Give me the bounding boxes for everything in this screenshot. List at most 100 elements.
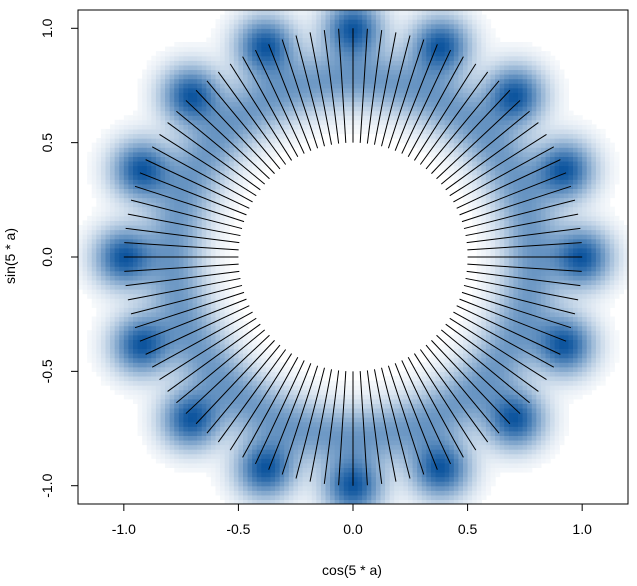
density-cell <box>133 284 139 290</box>
density-cell <box>238 92 244 98</box>
density-cell <box>123 261 130 267</box>
density-cell <box>380 119 386 125</box>
density-cell <box>151 417 157 423</box>
density-cell <box>243 348 249 354</box>
density-cell <box>256 110 262 116</box>
density-cell <box>128 339 134 345</box>
density-cell <box>233 119 240 125</box>
density-cell <box>201 83 207 89</box>
density-cell <box>339 51 345 57</box>
density-cell <box>201 202 207 208</box>
density-cell <box>394 78 400 84</box>
density-cell <box>380 10 386 16</box>
density-cell <box>119 375 125 382</box>
density-cell <box>174 106 180 112</box>
density-cell <box>233 467 240 473</box>
density-cell <box>146 87 152 93</box>
density-cell <box>224 119 230 125</box>
density-cell <box>224 398 230 404</box>
density-cell <box>256 407 262 414</box>
density-cell <box>389 10 395 16</box>
density-cell <box>252 28 258 34</box>
density-cell <box>408 96 414 103</box>
density-cell <box>133 119 139 125</box>
density-cell <box>284 453 290 459</box>
density-cell <box>206 83 212 89</box>
density-cell <box>169 357 175 363</box>
density-cell <box>210 298 217 304</box>
density-cell <box>183 128 189 135</box>
density-cell <box>206 357 212 363</box>
density-cell <box>311 83 317 89</box>
density-cell <box>247 490 253 496</box>
density-cell <box>243 87 249 93</box>
density-cell <box>220 353 226 359</box>
density-cell <box>215 348 221 354</box>
density-cell <box>252 138 258 144</box>
density-cell <box>123 192 130 199</box>
density-cell <box>169 394 175 400</box>
density-cell <box>183 92 189 98</box>
density-cell <box>375 481 382 487</box>
density-cell <box>229 485 235 491</box>
density-cell <box>128 142 134 148</box>
density-cell <box>408 83 414 89</box>
density-cell <box>183 160 189 167</box>
density-cell <box>215 229 221 235</box>
density-cell <box>137 78 143 84</box>
density-cell <box>165 284 171 290</box>
density-cell <box>353 449 359 455</box>
density-cell <box>357 37 363 43</box>
density-cell <box>206 87 212 93</box>
density-cell <box>307 449 313 455</box>
density-cell <box>247 494 253 501</box>
density-cell <box>155 261 162 267</box>
density-cell <box>279 106 285 112</box>
density-cell <box>389 96 395 103</box>
density-cell <box>348 92 354 98</box>
density-cell <box>229 55 235 61</box>
density-cell <box>133 160 139 167</box>
density-cell <box>206 339 212 345</box>
density-cell <box>307 74 313 80</box>
density-cell <box>146 220 152 226</box>
density-cell <box>160 353 166 359</box>
density-cell <box>353 28 359 34</box>
density-cell <box>224 10 230 16</box>
density-cell <box>362 37 368 43</box>
density-cell <box>137 394 143 400</box>
density-cell <box>353 467 359 473</box>
density-cell <box>165 78 171 84</box>
density-cell <box>408 471 414 478</box>
density-cell <box>371 398 377 404</box>
density-cell <box>371 83 377 89</box>
density-cell <box>265 430 272 436</box>
density-cell <box>229 28 235 34</box>
density-cell <box>380 499 386 504</box>
density-cell <box>206 46 212 52</box>
density-cell <box>233 444 240 450</box>
density-cell <box>123 151 130 157</box>
density-cell <box>408 380 414 386</box>
density-cell <box>160 156 166 162</box>
density-cell <box>357 485 363 491</box>
density-cell <box>137 234 143 240</box>
density-cell <box>183 42 189 48</box>
density-cell <box>210 439 217 446</box>
density-cell <box>229 19 235 25</box>
density-cell <box>210 55 217 61</box>
density-cell <box>330 55 336 61</box>
density-cell <box>224 74 230 80</box>
density-cell <box>261 119 267 125</box>
density-cell <box>330 115 336 121</box>
density-cell <box>105 293 111 299</box>
density-cell <box>343 115 350 121</box>
density-cell <box>220 170 226 176</box>
density-cell <box>330 128 336 135</box>
density-cell <box>311 476 317 482</box>
density-cell <box>133 348 139 354</box>
density-cell <box>119 293 125 299</box>
density-cell <box>87 252 93 258</box>
density-cell <box>252 37 258 43</box>
density-cell <box>385 458 391 464</box>
